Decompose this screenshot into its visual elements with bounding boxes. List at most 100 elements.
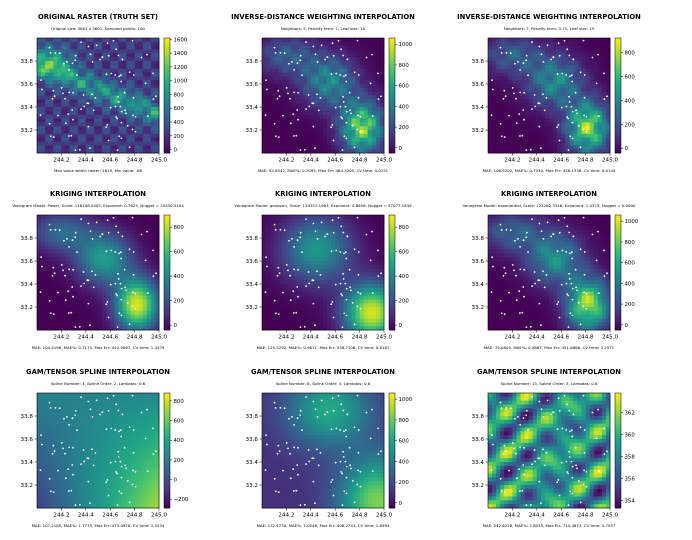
heatmap-cell bbox=[343, 118, 348, 123]
heatmap-cell bbox=[142, 145, 148, 150]
heatmap-cell bbox=[41, 284, 46, 289]
heatmap-cell bbox=[138, 80, 144, 85]
heatmap-cell bbox=[93, 99, 99, 104]
heatmap-cell bbox=[318, 222, 324, 227]
colorbar-segment bbox=[164, 240, 170, 245]
heatmap-cell bbox=[339, 264, 344, 270]
heatmap-cell bbox=[45, 322, 50, 327]
heatmap-cell bbox=[53, 87, 58, 93]
heatmap-cell bbox=[290, 276, 295, 281]
heatmap-cell bbox=[540, 49, 546, 54]
heatmap-cell bbox=[298, 280, 304, 285]
heatmap-cell bbox=[262, 284, 267, 289]
heatmap-cell bbox=[363, 107, 369, 112]
heatmap-cell bbox=[49, 268, 54, 273]
heatmap-cell bbox=[343, 322, 348, 327]
heatmap-cell bbox=[274, 99, 279, 104]
heatmap-cell bbox=[318, 257, 324, 262]
heatmap-cell bbox=[69, 87, 74, 93]
heatmap-cell bbox=[355, 133, 360, 139]
heatmap-cell bbox=[605, 57, 611, 62]
heatmap-cell bbox=[73, 226, 79, 231]
heatmap-cell bbox=[69, 230, 74, 235]
heatmap-cell bbox=[89, 245, 95, 250]
heatmap-cell bbox=[286, 314, 291, 319]
heatmap-cell bbox=[110, 303, 115, 308]
heatmap-cell bbox=[134, 137, 140, 142]
heatmap-cell bbox=[146, 226, 152, 231]
heatmap-cell bbox=[89, 84, 95, 89]
heatmap-cell bbox=[89, 49, 95, 54]
sample-point bbox=[48, 46, 51, 49]
heatmap-cell bbox=[306, 118, 312, 123]
heatmap-cell bbox=[65, 226, 70, 231]
heatmap-cell bbox=[302, 137, 308, 142]
heatmap-cell bbox=[41, 41, 46, 47]
heatmap-cell bbox=[286, 310, 291, 316]
heatmap-cell bbox=[102, 41, 107, 47]
heatmap-cell bbox=[544, 141, 550, 146]
heatmap-cell bbox=[363, 141, 369, 146]
heatmap-cell bbox=[585, 126, 591, 131]
heatmap-cell bbox=[363, 137, 369, 142]
heatmap-cell bbox=[355, 41, 360, 47]
sample-point bbox=[349, 109, 351, 112]
heatmap-cell bbox=[290, 261, 295, 266]
heatmap-cell bbox=[593, 41, 599, 47]
heatmap-cell bbox=[73, 76, 79, 81]
heatmap-cell bbox=[114, 314, 119, 319]
heatmap-cell bbox=[492, 107, 497, 112]
heatmap-cell bbox=[371, 145, 377, 150]
heatmap-cell bbox=[585, 122, 591, 127]
heatmap-cell bbox=[146, 215, 152, 220]
heatmap-cell bbox=[77, 76, 83, 81]
heatmap-cell bbox=[310, 45, 316, 50]
heatmap-cell bbox=[524, 141, 530, 146]
heatmap-cell bbox=[375, 95, 381, 100]
heatmap-cell bbox=[351, 103, 356, 108]
heatmap-cell bbox=[37, 110, 42, 116]
heatmap-cell bbox=[298, 45, 304, 50]
heatmap-cell bbox=[310, 91, 316, 96]
heatmap-cell bbox=[270, 268, 275, 273]
heatmap-cell bbox=[327, 272, 332, 277]
heatmap-cell bbox=[335, 126, 340, 131]
heatmap-cell bbox=[61, 272, 66, 277]
heatmap-cell bbox=[130, 238, 135, 243]
heatmap-cell bbox=[282, 299, 287, 304]
heatmap-cell bbox=[549, 53, 554, 58]
heatmap-cell bbox=[266, 253, 271, 258]
colorbar-segment bbox=[164, 63, 170, 68]
heatmap-cell bbox=[77, 91, 83, 96]
sample-point bbox=[316, 61, 319, 63]
heatmap-cell bbox=[130, 110, 135, 116]
sample-point bbox=[87, 45, 90, 48]
heatmap-cell bbox=[589, 133, 595, 139]
sample-point bbox=[68, 268, 71, 271]
colorbar-tick-label: 400 bbox=[625, 98, 636, 104]
heatmap-cell bbox=[597, 141, 603, 146]
sample-point bbox=[359, 130, 362, 133]
sample-point bbox=[120, 257, 123, 260]
heatmap-cell bbox=[45, 95, 50, 100]
heatmap-cell bbox=[282, 110, 287, 116]
heatmap-cell bbox=[335, 238, 340, 243]
heatmap-cell bbox=[355, 91, 360, 96]
heatmap-cell bbox=[282, 114, 287, 119]
sample-point bbox=[575, 109, 577, 112]
heatmap-cell bbox=[343, 222, 348, 227]
heatmap-cell bbox=[343, 245, 348, 250]
heatmap-cell bbox=[286, 318, 291, 323]
heatmap-cell bbox=[81, 303, 87, 308]
heatmap-cell bbox=[577, 137, 582, 142]
heatmap-cell bbox=[282, 80, 287, 85]
colorbar-segment bbox=[164, 258, 170, 262]
heatmap-cell bbox=[282, 287, 287, 293]
heatmap-cell bbox=[355, 141, 360, 146]
heatmap-cell bbox=[573, 45, 578, 50]
heatmap-cell bbox=[339, 322, 344, 327]
heatmap-cell bbox=[593, 137, 599, 142]
heatmap-cell bbox=[589, 103, 595, 108]
heatmap-cell bbox=[520, 118, 525, 123]
heatmap-cell bbox=[53, 303, 58, 308]
